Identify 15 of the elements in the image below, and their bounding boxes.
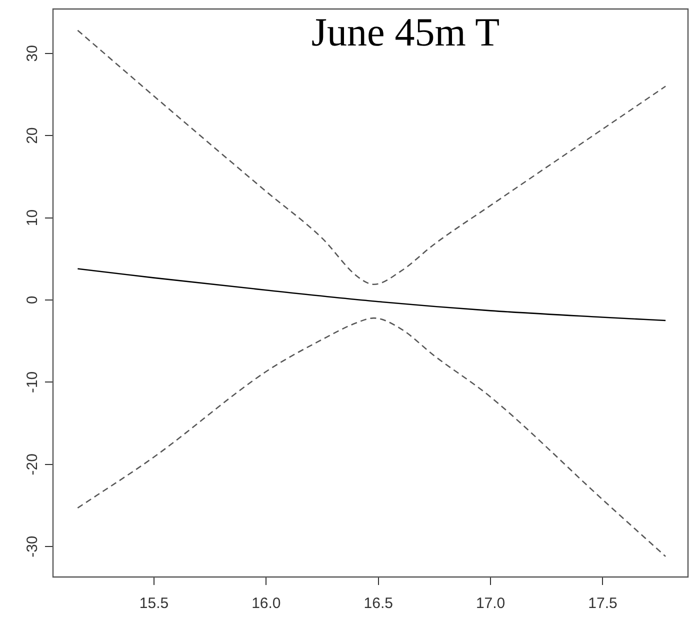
chart-title: June 45m T [311, 10, 500, 54]
y-tick-label: -20 [24, 454, 42, 476]
y-tick-label: 0 [24, 296, 42, 304]
y-tick-label: -30 [24, 536, 42, 558]
x-tick-label: 16.5 [364, 595, 393, 612]
x-tick-label: 16.0 [252, 595, 281, 612]
x-tick-label: 17.5 [588, 595, 618, 612]
x-tick-label: 15.5 [139, 595, 169, 612]
line-series [77, 268, 666, 322]
y-tick-label: 30 [24, 45, 42, 62]
y-tick-label: 10 [24, 209, 42, 226]
x-tick-label: 17.0 [476, 595, 506, 612]
line-series [77, 317, 666, 558]
y-tick-label: 20 [24, 127, 42, 144]
y-tick-label: -10 [24, 371, 42, 394]
